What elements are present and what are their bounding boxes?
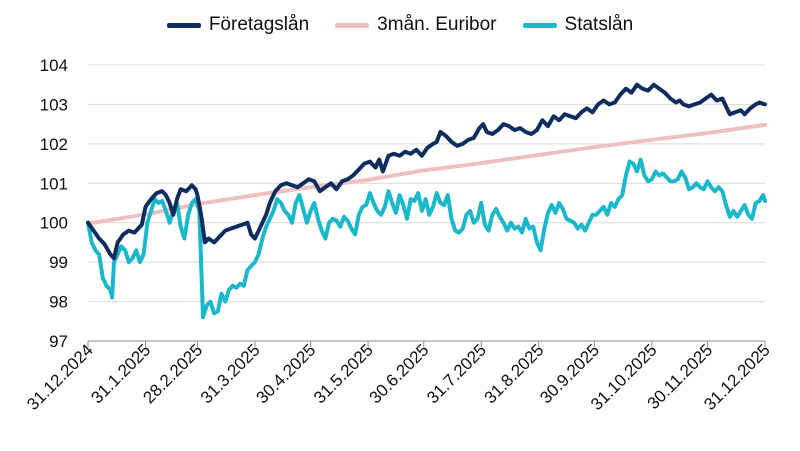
x-tick-label: 31.3.2025 bbox=[197, 340, 264, 407]
x-tick-label: 30.6.2025 bbox=[366, 340, 433, 407]
x-tick-label: 30.4.2025 bbox=[252, 340, 319, 407]
y-tick-label: 97 bbox=[49, 332, 68, 351]
series-line-0 bbox=[86, 82, 767, 261]
y-tick-label: 104 bbox=[40, 56, 68, 75]
legend-label: Statslån bbox=[564, 14, 634, 35]
legend: Företagslån 3mån. Euribor Statslån bbox=[0, 14, 800, 36]
legend-swatch bbox=[166, 22, 201, 28]
legend-item: Företagslån bbox=[166, 14, 310, 36]
y-tick-label: 98 bbox=[49, 293, 68, 312]
x-tick-label: 31.12.2024 bbox=[23, 340, 97, 414]
legend-item: Statslån bbox=[522, 14, 634, 36]
legend-swatch bbox=[522, 22, 557, 28]
y-tick-label: 101 bbox=[40, 174, 68, 193]
legend-label: 3mån. Euribor bbox=[377, 14, 497, 35]
y-tick-label: 100 bbox=[40, 214, 68, 233]
x-tick-label: 31.8.2025 bbox=[481, 340, 548, 407]
x-tick-label: 31.7.2025 bbox=[423, 340, 490, 407]
legend-item: 3mån. Euribor bbox=[335, 14, 497, 36]
legend-swatch bbox=[335, 22, 370, 28]
y-tick-label: 102 bbox=[40, 135, 68, 154]
legend-label: Företagslån bbox=[208, 14, 310, 35]
y-tick-label: 103 bbox=[40, 95, 68, 114]
y-tick-label: 99 bbox=[49, 253, 68, 272]
x-tick-label: 31.5.2025 bbox=[310, 340, 377, 407]
